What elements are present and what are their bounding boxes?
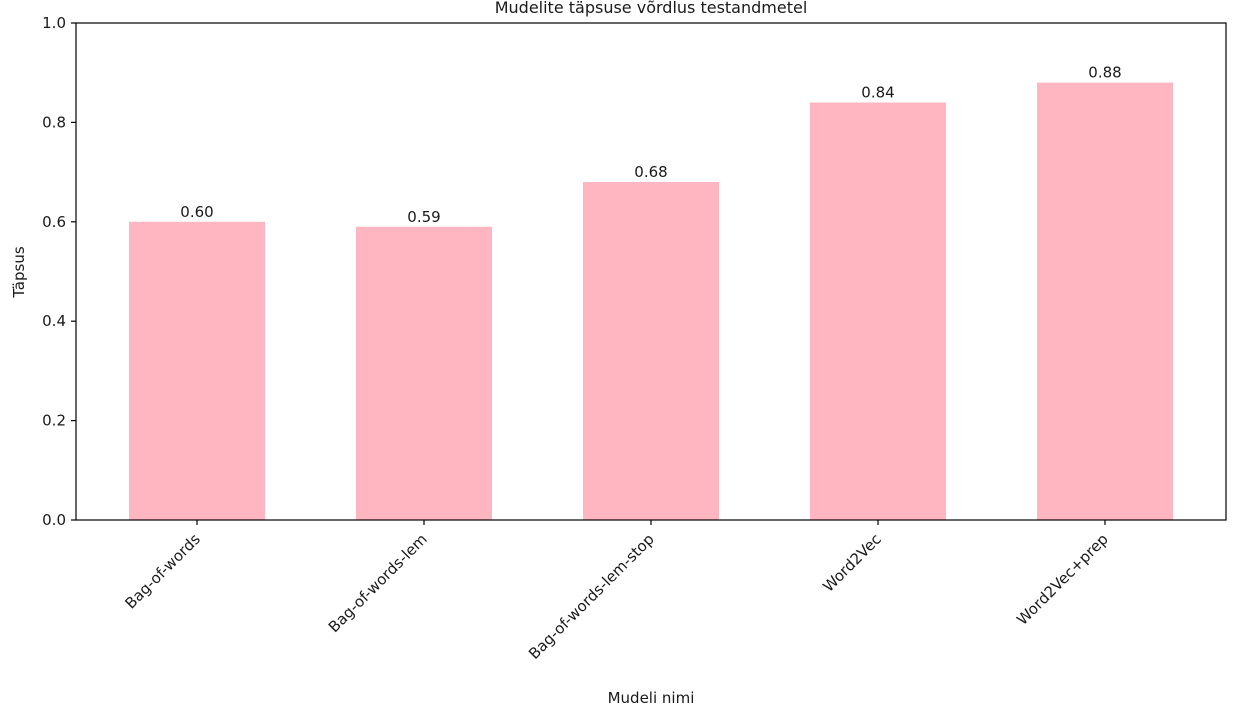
bar-value-label: 0.60 — [180, 203, 213, 221]
y-tick-label: 0.0 — [42, 511, 66, 529]
x-axis: Bag-of-words Bag-of-words-lem Bag-of-words… — [121, 520, 1112, 663]
y-tick-label: 1.0 — [42, 14, 66, 32]
bar-value-label: 0.59 — [407, 208, 440, 226]
y-tick-label: 0.8 — [42, 113, 66, 131]
y-tick-label: 0.2 — [42, 412, 66, 430]
bars-group — [129, 82, 1173, 521]
bar — [810, 102, 946, 521]
bar — [1037, 82, 1173, 520]
y-tick-label: 0.4 — [42, 312, 66, 330]
x-axis-label: Mudeli nimi — [608, 689, 695, 707]
x-tick-label: Bag-of-words-lem-stop — [525, 530, 658, 663]
y-axis: 0.0 0.2 0.4 0.6 0.8 1.0 — [42, 14, 76, 529]
bar — [583, 182, 719, 521]
x-tick-label: Bag-of-words — [121, 530, 203, 612]
bar-value-label: 0.68 — [634, 163, 667, 181]
value-labels-group: 0.60 0.59 0.68 0.84 0.88 — [180, 64, 1121, 226]
x-tick-label: Word2Vec+prep — [1013, 530, 1112, 629]
x-tick-label: Word2Vec — [819, 530, 885, 596]
bar-value-label: 0.88 — [1088, 64, 1121, 82]
bar — [129, 221, 265, 521]
y-tick-label: 0.6 — [42, 213, 66, 231]
y-axis-label: Täpsus — [10, 246, 28, 298]
x-tick-label: Bag-of-words-lem — [325, 530, 431, 636]
bar — [356, 226, 492, 520]
bar-value-label: 0.84 — [861, 84, 894, 102]
chart-title: Mudelite täpsuse võrdlus testandmetel — [495, 0, 808, 17]
